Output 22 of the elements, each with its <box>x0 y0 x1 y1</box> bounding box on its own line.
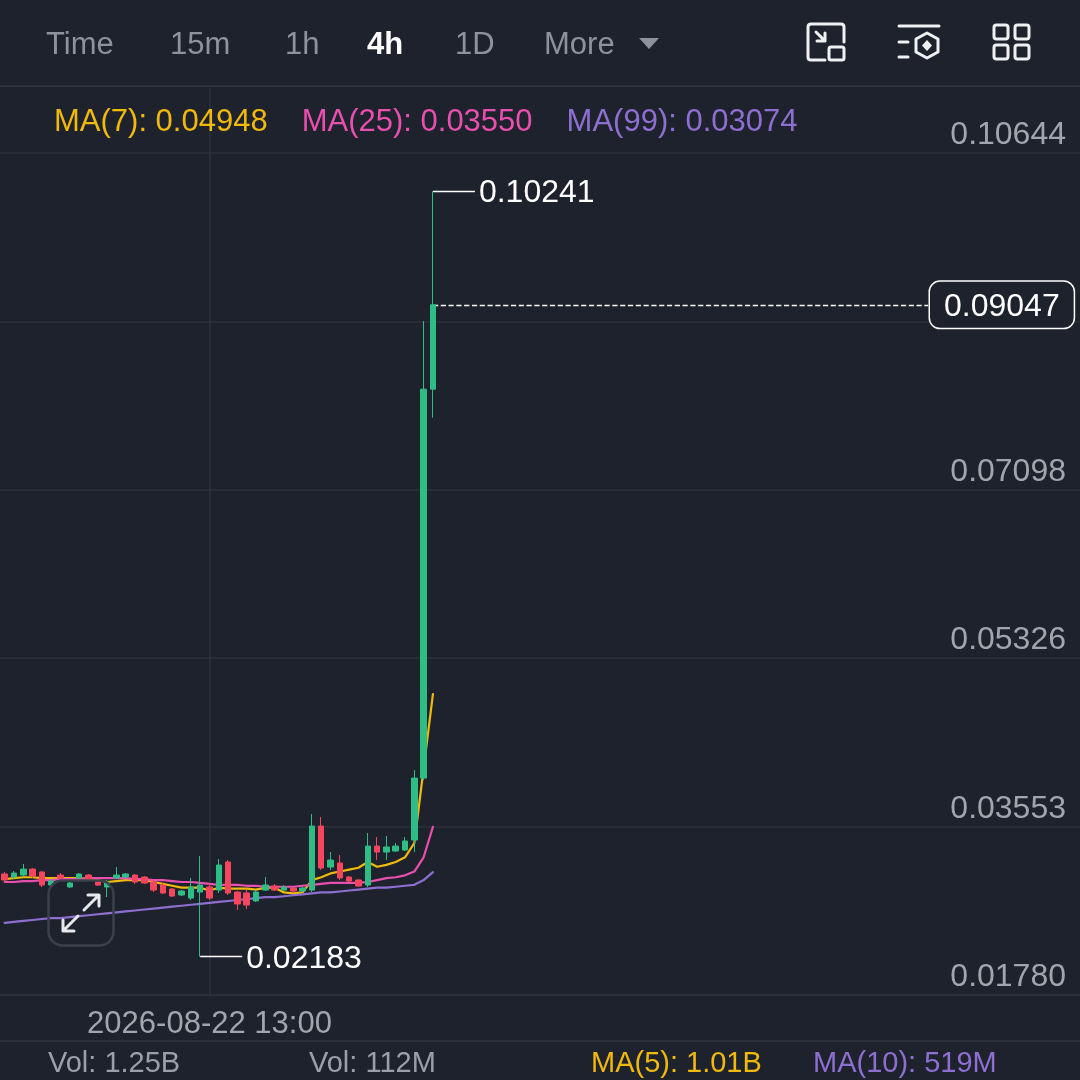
text: 15m <box>170 25 231 63</box>
text: Time <box>46 25 114 63</box>
text: 4h <box>367 25 404 63</box>
y-tick-label: 0.01780 <box>950 957 1066 993</box>
text: MA(5): 1.01B <box>591 1046 762 1079</box>
text: 1D <box>455 25 495 63</box>
annotation: 0.02183 <box>246 938 362 975</box>
text: MA(10): 519M <box>813 1046 997 1079</box>
text: MA(25): 0.03550 <box>301 103 533 138</box>
y-tick-label: 0.05326 <box>950 620 1066 657</box>
annotation: 0.10241 <box>478 173 595 210</box>
ref-line-label: 0.09047 <box>944 286 1060 323</box>
text: MA(99): 0.03074 <box>566 103 798 138</box>
text: MA(7): 0.04948 <box>54 103 268 138</box>
text: Vol: 112M <box>309 1046 436 1079</box>
x-tick-label: 2026-08-22 13:00 <box>87 1005 332 1040</box>
y-tick-label: 0.07098 <box>950 451 1066 488</box>
text: More <box>544 25 615 63</box>
y-tick-label: 0.10644 <box>950 115 1066 152</box>
y-tick-label: 0.03553 <box>950 788 1066 825</box>
text: 1h <box>285 25 320 63</box>
text: Vol: 1.25B <box>48 1046 181 1079</box>
